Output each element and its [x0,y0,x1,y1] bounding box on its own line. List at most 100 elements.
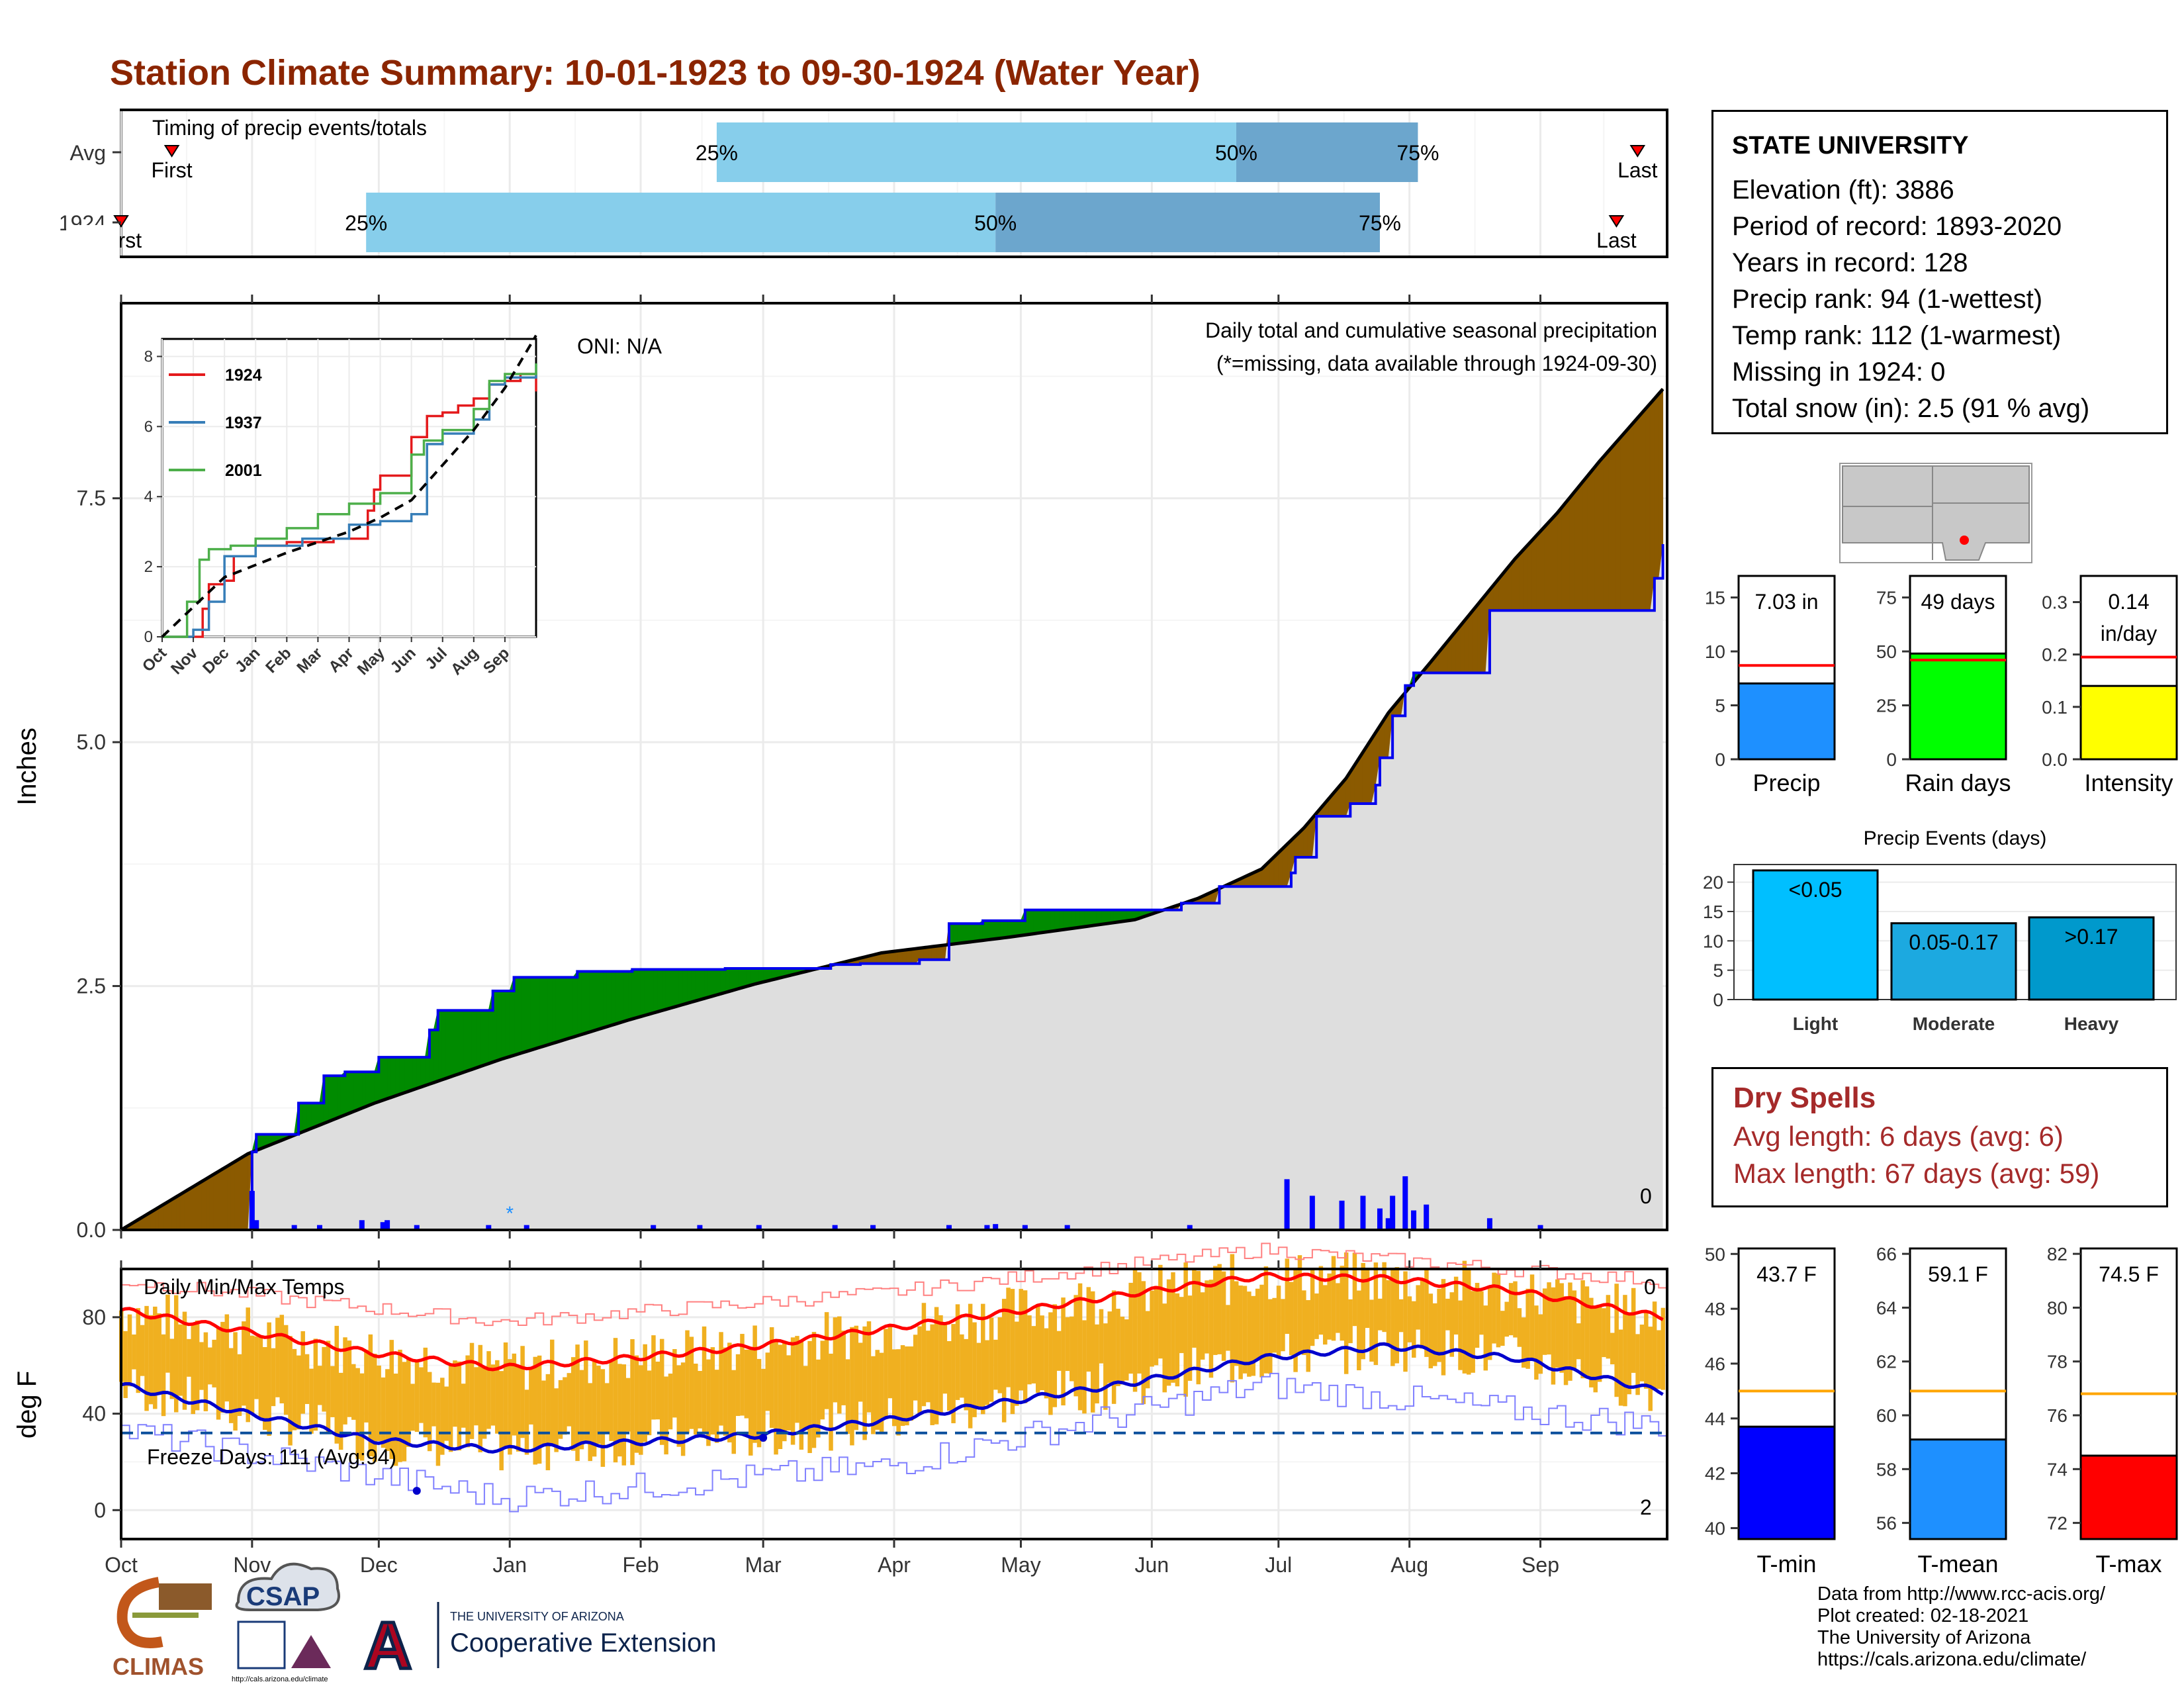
daily-temp-bar [1584,1286,1590,1379]
record-min-line [121,1372,1667,1513]
station-info-row: Period of record: 1893-2020 [1732,212,2062,241]
daily-temp-bar [123,1331,128,1398]
surplus-segment [505,990,510,1058]
daily-temp-bar [1196,1270,1201,1385]
daily-temp-bar [1416,1285,1420,1330]
surplus-segment [416,1056,422,1090]
surplus-segment [733,968,739,991]
daily-temp-bar [921,1303,927,1407]
first-event-marker [163,145,180,158]
daily-temp-bar [1382,1262,1387,1333]
daily-temp-bar [474,1367,478,1426]
station-info-row: Missing in 1924: 0 [1732,357,1946,387]
daily-temp-bar [300,1331,305,1414]
daily-temp-bar [1302,1290,1306,1355]
daily-temp-bar [774,1341,778,1455]
daily-temp-bar [165,1294,170,1373]
daily-temp-bar [1137,1272,1142,1374]
surplus-segment [450,1009,455,1078]
surplus-segment [653,969,659,1013]
daily-temp-bar [1492,1272,1496,1344]
daily-temp-bar [1420,1279,1425,1349]
mini-tick-label: 0 [1715,749,1725,770]
surplus-segment [1003,920,1009,939]
temp-bar-tick-label: 46 [1705,1354,1725,1374]
surplus-segment [970,923,975,943]
surplus-segment [412,1056,418,1091]
daily-temp-bar [845,1359,850,1434]
daily-temp-bar [900,1345,905,1427]
inset-y-tick-label: 4 [144,488,153,506]
station-location-dot [1960,536,1969,545]
missing-marker: * [506,1203,514,1225]
deficit-segment [1654,393,1659,579]
deficit-segment [1633,416,1638,611]
daily-temp-bar [440,1378,445,1455]
daily-temp-bar [148,1315,154,1405]
deficit-segment [1362,744,1368,804]
daily-temp-bar [1403,1271,1408,1372]
credit-line: https://cals.arizona.edu/climate/ [1817,1649,2087,1670]
surplus-segment [1054,910,1060,931]
daily-temp-bar [609,1362,614,1441]
surplus-segment [585,970,590,1034]
daily-temp-bar [968,1303,973,1429]
first-event-marker [113,215,129,228]
daily-temp-bar [930,1324,934,1425]
surplus-segment [623,970,629,1022]
timing-pct-label: 50% [1215,141,1257,165]
daily-temp-bar [1529,1274,1535,1359]
mini-tick-label: 50 [1876,641,1897,662]
daily-temp-bar [567,1373,572,1427]
surplus-segment [500,990,506,1060]
mini-value-label: 0.14 [2108,590,2149,614]
station-info-row: Elevation (ft): 3886 [1732,175,1954,205]
daily-temp-bar [469,1342,475,1439]
inset-y-tick-label: 0 [144,628,153,646]
daily-temp-bar [216,1328,221,1420]
daily-temp-bar [503,1342,508,1447]
events-tick-label: 10 [1703,931,1723,951]
daily-temp-bar [1145,1311,1150,1389]
deficit-segment [1624,426,1630,611]
daily-temp-bar [613,1338,618,1463]
daily-temp-bar [1040,1315,1044,1391]
surplus-segment [1041,910,1047,933]
surplus-segment [526,976,531,1052]
ua-small-text: THE UNIVERSITY OF ARIZONA [450,1610,624,1623]
daily-temp-bar [782,1342,787,1442]
daily-temp-bar [752,1325,757,1443]
daily-temp-bar [1314,1293,1319,1339]
temp-bar-category-label: T-min [1757,1550,1817,1577]
surplus-segment [952,923,958,945]
last-event-label: Last [1617,158,1658,182]
daily-temp-bar [850,1327,854,1446]
daily-precip-bar [385,1220,390,1230]
daily-temp-bar [161,1334,166,1417]
daily-temp-bar [1111,1290,1116,1404]
daily-temp-bar [664,1376,668,1455]
daily-temp-bar [402,1362,407,1462]
ua-big-text: Cooperative Extension [450,1628,716,1658]
month-label: Jun [1135,1553,1169,1577]
daily-precip-bar [946,1225,952,1230]
daily-temp-bar [372,1353,377,1462]
deficit-segment [1612,441,1617,611]
daily-temp-bar [545,1374,551,1471]
daily-temp-bar [237,1354,242,1417]
daily-temp-bar [296,1355,301,1430]
daily-precip-bar [756,1225,762,1230]
daily-temp-bar [1555,1279,1560,1368]
daily-temp-bar [512,1353,517,1436]
daily-temp-bar [359,1373,365,1461]
daily-temp-bar [659,1338,664,1445]
daily-temp-bar [1500,1311,1505,1346]
daily-temp-bar [596,1366,601,1444]
surplus-segment [328,1075,333,1123]
daily-temp-bar [1496,1273,1501,1348]
daily-temp-bar [283,1325,289,1415]
daily-temp-bar [203,1332,208,1411]
daily-temp-bar [208,1347,212,1385]
daily-temp-bar [1179,1297,1184,1354]
daily-temp-bar [1572,1290,1577,1370]
